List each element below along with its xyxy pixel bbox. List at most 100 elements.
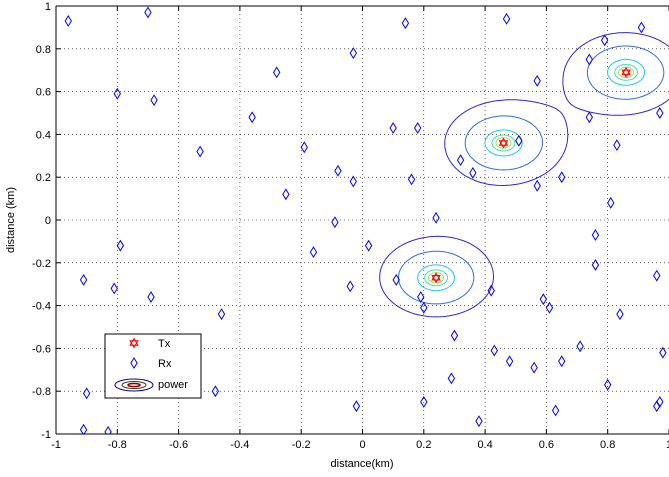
rx-point bbox=[144, 6, 152, 19]
x-tick-label: 0 bbox=[359, 439, 365, 451]
contour-level-4 bbox=[424, 63, 639, 287]
rx-point bbox=[576, 340, 584, 353]
rx-point bbox=[447, 372, 456, 385]
rx-point bbox=[420, 301, 428, 314]
rx-point bbox=[282, 188, 290, 201]
rx-point bbox=[502, 12, 511, 25]
rx-point bbox=[420, 395, 428, 408]
x-tick-label: 0.8 bbox=[600, 439, 615, 451]
rx-point bbox=[407, 173, 416, 186]
hexagram-triangle-up bbox=[498, 137, 509, 146]
legend: Tx Rx power bbox=[104, 333, 202, 399]
rx-point bbox=[116, 239, 125, 252]
rx-point bbox=[82, 387, 91, 400]
rx-point bbox=[591, 229, 600, 241]
rx-point bbox=[300, 141, 308, 154]
rx-point bbox=[637, 21, 646, 34]
y-tick-label: 0.6 bbox=[36, 87, 51, 99]
x-tick-label: -0.4 bbox=[230, 439, 249, 451]
rx-point bbox=[432, 211, 440, 224]
hexagram-icon bbox=[129, 337, 139, 349]
legend-box bbox=[104, 333, 202, 399]
contour-level-3 bbox=[417, 58, 646, 292]
rx-point bbox=[349, 47, 357, 60]
hexagram-triangle-up bbox=[431, 272, 441, 281]
legend-label-power: power bbox=[158, 379, 188, 391]
rx-point bbox=[585, 111, 593, 124]
rx-point bbox=[346, 280, 354, 293]
y-tick-label: 0.4 bbox=[36, 129, 51, 141]
hexagram-triangle-up bbox=[621, 66, 631, 76]
rx-point bbox=[417, 291, 425, 303]
y-tick-label: -0.4 bbox=[32, 301, 51, 313]
contour-level-1 bbox=[379, 32, 669, 318]
rx-point bbox=[64, 15, 72, 27]
legend-entry-power: power bbox=[114, 378, 188, 392]
rx-point bbox=[331, 216, 339, 229]
rx-point bbox=[401, 17, 410, 30]
rx-point bbox=[349, 175, 357, 188]
y-tick-label: 0 bbox=[45, 215, 51, 227]
rx-point bbox=[530, 361, 538, 374]
rx-point bbox=[656, 395, 664, 408]
y-tick-label: -0.6 bbox=[32, 343, 51, 355]
rx-point bbox=[450, 329, 459, 342]
y-axis-label: distance (km) bbox=[5, 187, 17, 253]
rx-point bbox=[248, 111, 256, 124]
rx-point bbox=[515, 134, 523, 147]
y-tick-label: -0.2 bbox=[32, 258, 51, 270]
legend-rx-symbol bbox=[130, 357, 138, 369]
rx-point bbox=[211, 385, 220, 398]
rx-point bbox=[490, 344, 498, 357]
rx-point bbox=[334, 164, 342, 177]
x-axis-label: distance(km) bbox=[331, 458, 394, 470]
diamond-icon bbox=[130, 357, 138, 369]
rx-point bbox=[659, 346, 667, 359]
hexagram-triangle-down bbox=[129, 340, 139, 349]
x-tick-label: 0.2 bbox=[416, 439, 431, 451]
rx-point bbox=[469, 166, 477, 179]
rx-point bbox=[585, 53, 593, 66]
rx-point bbox=[558, 355, 566, 368]
x-tick-label: 0.6 bbox=[539, 439, 554, 451]
y-tick-label: -0.8 bbox=[32, 386, 51, 398]
legend-contour-outer bbox=[114, 378, 154, 392]
legend-contour-inner bbox=[127, 382, 141, 388]
legend-tx-symbol bbox=[129, 337, 139, 349]
rx-point bbox=[104, 425, 112, 434]
rx-point bbox=[505, 355, 514, 368]
rx-point bbox=[272, 66, 281, 79]
rx-point bbox=[413, 122, 422, 134]
rx-point bbox=[545, 301, 554, 314]
x-tick-label: 0.4 bbox=[477, 439, 492, 451]
rx-point bbox=[392, 273, 400, 286]
rx-point bbox=[150, 94, 158, 107]
ticks: -1 -0.8 -0.6 -0.4 -0.2 0 0.2 0.4 0.6 0.8 1 -1 -0.8 -0… bbox=[32, 1, 669, 451]
rx-point bbox=[616, 308, 624, 321]
rx-point bbox=[600, 34, 609, 47]
rx-series bbox=[64, 6, 667, 434]
tx-point bbox=[431, 272, 441, 284]
rx-point bbox=[456, 154, 465, 167]
rx-point bbox=[217, 308, 226, 321]
rx-point bbox=[79, 273, 88, 286]
rx-point bbox=[196, 145, 204, 158]
rx-point bbox=[604, 378, 612, 391]
rx-point bbox=[487, 284, 495, 297]
rx-point bbox=[607, 196, 615, 209]
x-tick-label: -0.2 bbox=[292, 439, 311, 451]
x-tick-label: -0.8 bbox=[108, 439, 127, 451]
rx-point bbox=[110, 282, 118, 295]
rx-point bbox=[352, 400, 361, 413]
legend-label-tx: Tx bbox=[158, 338, 171, 350]
hexagram-triangle-down bbox=[431, 275, 441, 284]
rx-point bbox=[613, 139, 621, 152]
rx-point bbox=[656, 107, 664, 119]
x-tick-label: 1 bbox=[666, 439, 669, 451]
tx-series bbox=[431, 66, 631, 284]
rx-point bbox=[364, 239, 373, 252]
rx-point bbox=[558, 171, 566, 184]
rx-point bbox=[533, 179, 541, 192]
tx-point bbox=[498, 137, 509, 149]
rx-point bbox=[653, 269, 661, 282]
